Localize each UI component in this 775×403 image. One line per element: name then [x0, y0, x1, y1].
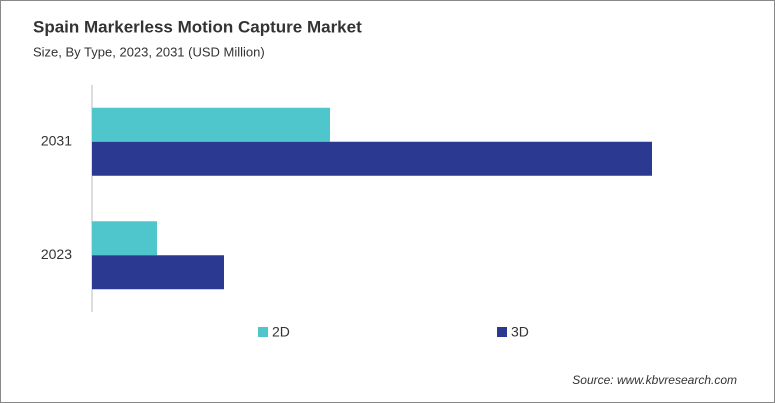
chart-subtitle: Size, By Type, 2023, 2031 (USD Million): [33, 44, 265, 59]
y-tick-label: 2023: [41, 246, 72, 262]
legend-label: 2D: [272, 324, 290, 340]
bar: [92, 141, 652, 176]
chart-title: Spain Markerless Motion Capture Market: [33, 17, 362, 36]
bar: [92, 107, 330, 142]
legend-swatch: [258, 327, 268, 337]
legend-label: 3D: [511, 324, 529, 340]
bar: [92, 255, 224, 290]
y-tick-label: 2031: [41, 132, 72, 148]
legend-swatch: [497, 327, 507, 337]
source-note: Source: www.kbvresearch.com: [572, 373, 737, 387]
bar: [92, 221, 157, 256]
